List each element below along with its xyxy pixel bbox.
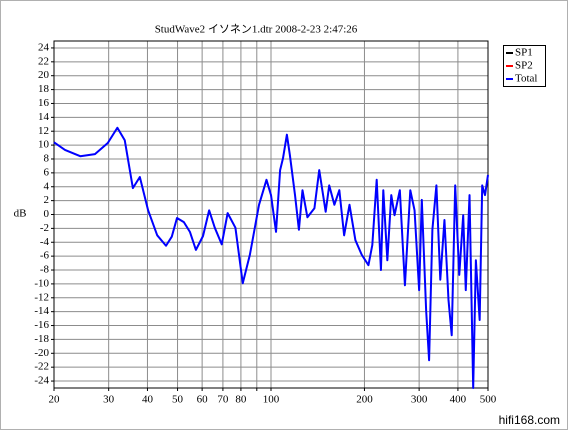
x-tick-label: 70 (217, 394, 229, 406)
legend-label: Total (515, 73, 537, 85)
y-tick-label: -12 (34, 291, 49, 303)
y-tick-label: -20 (34, 347, 49, 359)
x-tick-label: 400 (450, 394, 467, 406)
y-tick-label: -2 (40, 222, 49, 234)
y-tick-label: -10 (34, 277, 49, 289)
x-tick-label: 30 (103, 394, 115, 406)
y-tick-label: 24 (38, 41, 50, 53)
x-tick-label: 200 (356, 394, 373, 406)
x-tick-label: 50 (172, 394, 184, 406)
y-tick-label: 10 (38, 139, 50, 151)
x-tick-label: 40 (142, 394, 154, 406)
x-tick-label: 500 (480, 394, 497, 406)
x-tick-label: 100 (263, 394, 280, 406)
series-line (53, 126, 489, 389)
y-tick-label: 22 (38, 55, 49, 67)
y-tick-label: 12 (38, 125, 49, 137)
y-tick-label: -8 (40, 264, 50, 276)
y-tick-label: -4 (40, 236, 50, 248)
y-tick-label: 2 (44, 194, 50, 206)
y-tick-label: -22 (34, 361, 49, 373)
watermark: hifi168.com (499, 413, 560, 427)
y-tick-label: 20 (38, 69, 50, 81)
y-tick-label: 16 (38, 97, 50, 109)
x-tick-label: 300 (411, 394, 428, 406)
x-tick-label: 60 (197, 394, 209, 406)
y-tick-label: 4 (44, 180, 50, 192)
y-tick-label: 6 (44, 166, 50, 178)
y-tick-label: 0 (44, 208, 50, 220)
y-tick-label: 18 (38, 83, 50, 95)
y-tick-label: -14 (34, 305, 49, 317)
y-tick-label: -24 (34, 375, 49, 387)
chart-title: StudWave2 イソネン1.dtr 2008-2-23 2:47:26 (155, 23, 358, 36)
legend-label: SP1 (515, 47, 533, 59)
legend-label: SP2 (515, 60, 533, 72)
y-tick-label: -6 (40, 250, 50, 262)
plot-frame (53, 40, 489, 389)
x-tick-label: 20 (49, 394, 61, 406)
y-tick-label: -16 (34, 319, 49, 331)
x-tick-label: 80 (235, 394, 247, 406)
y-tick-label: 14 (38, 111, 50, 123)
y-tick-label: -18 (34, 333, 49, 345)
y-tick-label: 8 (44, 153, 50, 165)
y-axis-label: dB (14, 208, 27, 220)
